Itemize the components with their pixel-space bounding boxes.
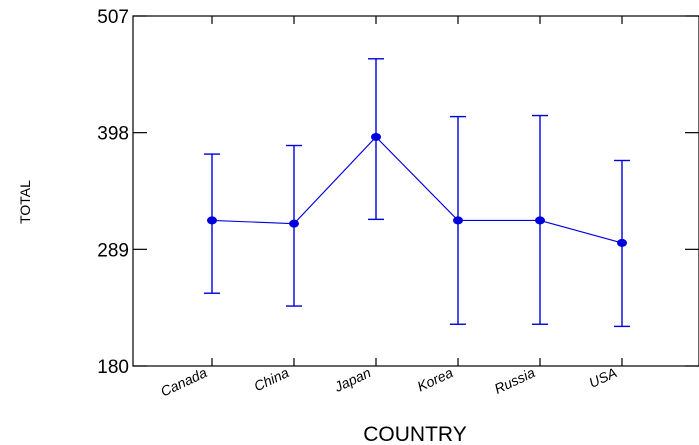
series-line [211, 136, 623, 244]
data-point [289, 219, 299, 228]
data-point [371, 132, 381, 141]
plot-frame [132, 15, 699, 367]
x-tick-label: Korea [415, 364, 456, 394]
data-point [453, 216, 463, 225]
y-axis: 180 289 398 507 [97, 7, 699, 378]
x-axis-title: COUNTRY [363, 423, 466, 445]
data-point [535, 216, 545, 225]
x-tick-label: China [251, 364, 291, 394]
y-tick-label: 507 [97, 7, 129, 28]
x-axis: Canada China Japan Korea Russia USA [158, 16, 623, 399]
y-tick-label: 180 [97, 357, 129, 378]
data-point [207, 216, 217, 225]
y-tick-label: 289 [97, 240, 129, 261]
series-group [204, 58, 630, 328]
y-axis-title: TOTAL [17, 180, 33, 224]
data-point [617, 238, 627, 247]
x-tick-label: Japan [331, 364, 373, 395]
x-tick-label: USA [586, 364, 619, 391]
y-tick-label: 398 [97, 124, 129, 145]
x-tick-label: Russia [492, 364, 538, 397]
x-tick-label: Canada [158, 364, 209, 399]
